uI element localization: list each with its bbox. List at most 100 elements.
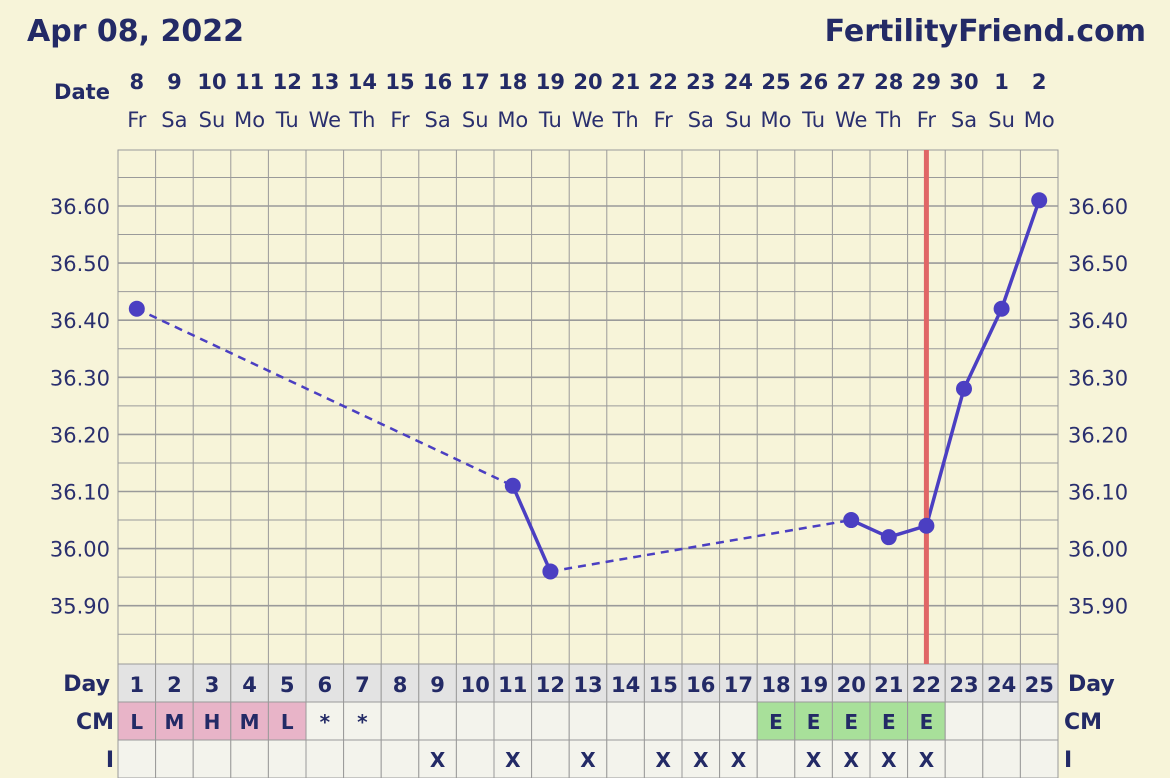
cycle-day-tick: 10 [461,673,490,697]
y-tick-right: 36.40 [1068,309,1128,333]
weekday-tick: Sa [424,108,450,132]
temperature-point [956,380,972,397]
day-cell [493,663,533,703]
cm-cell [606,701,645,741]
temperature-point [843,512,860,529]
date-tick: 27 [837,70,866,94]
y-tick-right: 36.30 [1068,366,1128,390]
y-tick-left: 36.20 [50,423,110,447]
cycle-day-tick: 13 [573,673,602,697]
date-tick: 12 [273,70,302,94]
intercourse-cell [380,739,420,778]
day-cell [869,663,909,703]
cm-cell [455,701,495,741]
day-cell [380,663,420,703]
cycle-day-tick: 21 [874,673,903,697]
cm-entry: L [281,710,294,734]
date-tick: 29 [912,70,941,94]
day-cell [606,663,645,703]
weekday-tick: Th [612,108,639,132]
date-tick: 22 [649,70,678,94]
date-tick: 10 [197,70,226,94]
date-tick: 17 [461,70,490,94]
y-tick-right: 36.20 [1068,423,1128,447]
temperature-point [880,529,897,546]
temperature-point [993,300,1010,317]
temperature-segment [962,308,1004,390]
date-tick: 26 [799,70,828,94]
date-label: Date [54,80,110,104]
intercourse-cell [343,739,382,778]
cm-entry: E [807,710,821,734]
weekday-tick: Th [348,108,375,132]
y-tick-left: 35.90 [50,595,110,619]
intercourse-cell [455,739,495,778]
date-tick: 2 [1032,70,1047,94]
temperature-segment [924,388,966,527]
temperature-point [1031,192,1048,209]
date-tick: 28 [874,70,903,94]
cm-entry: E [769,710,783,734]
cycle-day-tick: 19 [799,673,828,697]
date-tick: 13 [310,70,339,94]
intercourse-cell [117,739,157,778]
cm-cell [681,701,721,741]
cm-entry: * [320,710,331,734]
weekday-tick: Mo [1024,108,1055,132]
cycle-day-tick: 5 [280,673,295,697]
y-tick-right: 36.10 [1068,481,1128,505]
cycle-day-tick: 6 [317,673,332,697]
day-row-label-right: Day [1068,672,1115,697]
weekday-tick: We [309,108,341,132]
date-tick: 30 [949,70,978,94]
weekday-tick: Fr [390,108,410,132]
weekday-tick: Mo [234,108,265,132]
intercourse-entry: X [843,748,859,772]
intercourse-entry: X [580,748,596,772]
intercourse-cell [155,739,194,778]
cycle-day-tick: 1 [129,673,144,697]
temperature-point [128,300,145,317]
weekday-tick: We [572,108,604,132]
cm-cell [155,701,194,741]
day-cell [643,663,683,703]
temperature-point [504,477,521,494]
intercourse-cell [831,739,871,778]
cm-row-label-right: CM [1064,710,1102,735]
intercourse-cell [531,739,570,778]
cm-entry: E [882,710,896,734]
cm-cell [869,701,909,741]
y-tick-left: 36.40 [50,309,110,333]
date-tick: 15 [385,70,414,94]
weekday-tick: Su [725,108,752,132]
day-cell [1019,663,1059,703]
cm-cell [192,701,232,741]
cm-entry: E [844,710,858,734]
cm-cell [531,701,570,741]
chart-date: Apr 08, 2022 [27,14,245,49]
cm-cell [305,701,345,741]
weekday-tick: Mo [497,108,528,132]
intercourse-cell [869,739,909,778]
cycle-day-tick: 4 [242,673,257,697]
date-tick: 16 [423,70,452,94]
intercourse-cell [794,739,833,778]
intercourse-cell [418,739,457,778]
day-row-label: Day [63,672,110,697]
day-cell [267,663,307,703]
intercourse-entry: X [505,748,521,772]
intercourse-row-label: I [106,748,114,773]
cycle-day-tick: 18 [761,673,790,697]
intercourse-cell [606,739,645,778]
cm-cell [982,701,1021,741]
intercourse-cell [267,739,307,778]
intercourse-entry: X [919,748,935,772]
cm-entry: M [240,710,260,734]
weekday-tick: Sa [951,108,977,132]
intercourse-cell [1019,739,1059,778]
cycle-day-tick: 9 [430,673,445,697]
weekday-tick: Tu [538,108,562,132]
day-cell [192,663,232,703]
date-tick: 21 [611,70,640,94]
temperature-segment [511,485,553,573]
